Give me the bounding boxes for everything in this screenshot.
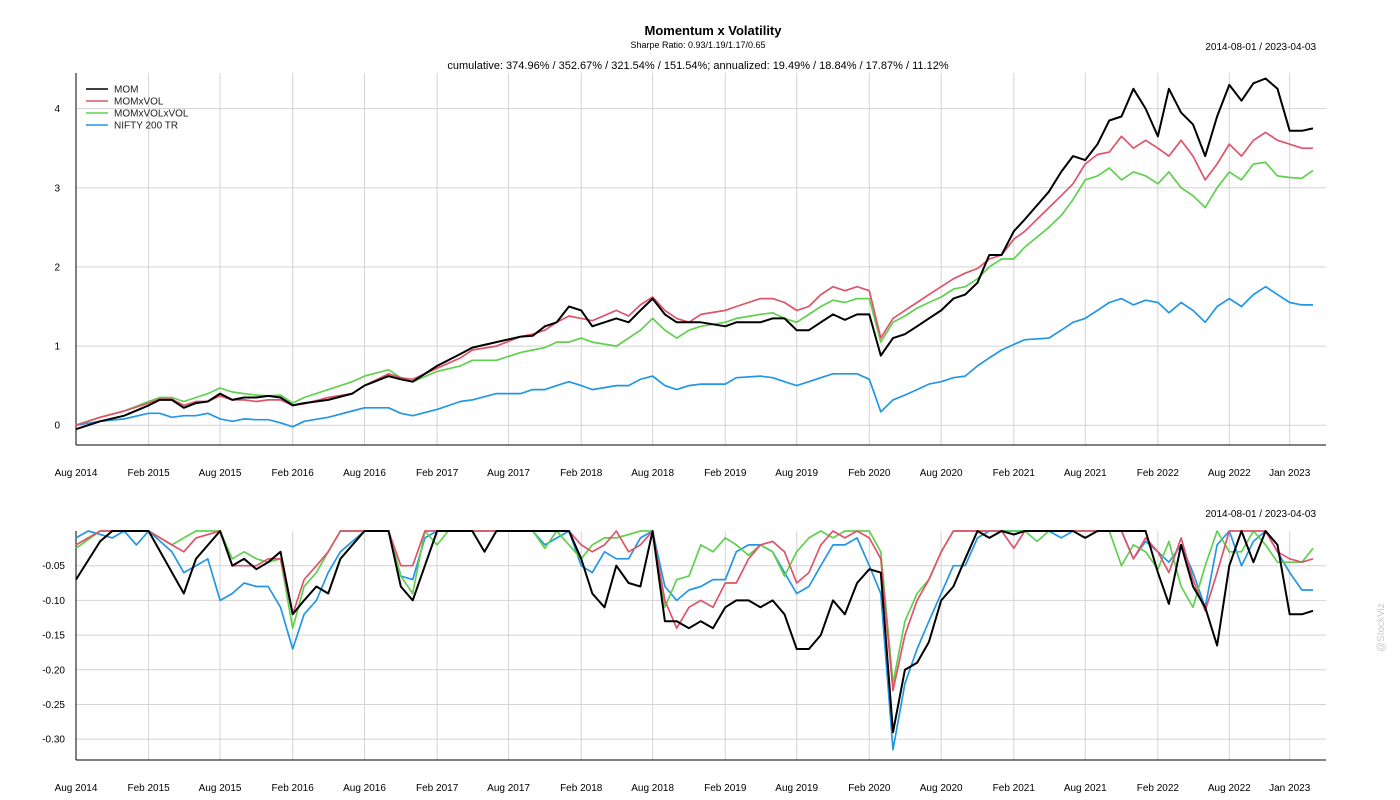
y-tick-label: -0.05 (42, 561, 65, 572)
x-tick-label: Feb 2015 (127, 468, 170, 479)
x-tick-label: Feb 2022 (1137, 468, 1180, 479)
series-line-mom (75, 530, 1314, 734)
x-tick-label: Jan 2023 (1269, 783, 1311, 794)
x-tick-label: Aug 2014 (55, 783, 98, 794)
series-line-nifty-200-tr (75, 285, 1313, 428)
x-tick-label: Aug 2018 (631, 468, 674, 479)
legend-label-momxvolxvol: MOMxVOLxVOL (114, 109, 189, 120)
y-tick-label: 4 (54, 104, 60, 115)
x-tick-label: Feb 2016 (272, 783, 315, 794)
x-tick-label: Aug 2015 (199, 468, 242, 479)
x-tick-label: Feb 2019 (704, 468, 747, 479)
x-tick-label: Feb 2020 (848, 783, 891, 794)
date-range-label-top: 2014-08-01 / 2023-04-03 (1205, 42, 1316, 53)
legend-label-mom: MOM (114, 85, 138, 96)
x-tick-label: Aug 2016 (343, 468, 386, 479)
date-range-label-bottom: 2014-08-01 / 2023-04-03 (1205, 509, 1316, 520)
y-tick-label: 1 (54, 342, 60, 353)
x-tick-label: Aug 2020 (920, 468, 963, 479)
x-tick-label: Aug 2015 (199, 783, 242, 794)
chart-title: Momentum x Volatility (645, 23, 783, 38)
x-tick-label: Feb 2015 (127, 783, 170, 794)
drawdown-panel: Aug 2014 Feb 2015 Aug 2015 Feb 2016 Aug 2016… (42, 530, 1326, 794)
stats-line: cumulative: 374.96% / 352.67% / 321.54% … (447, 60, 948, 72)
legend-label-nifty-200-tr: NIFTY 200 TR (114, 121, 178, 132)
x-tick-label: Feb 2020 (848, 468, 891, 479)
x-tick-label: Aug 2022 (1208, 783, 1251, 794)
y-tick-label: 3 (54, 183, 60, 194)
cumulative-returns-panel: Aug 2014 Feb 2015 Aug 2015 Feb 2016 Aug 2016… (54, 73, 1326, 479)
x-tick-label: Feb 2022 (1137, 783, 1180, 794)
x-tick-label: Feb 2017 (416, 783, 459, 794)
x-tick-label: Feb 2021 (993, 468, 1036, 479)
x-tick-label: Feb 2018 (560, 783, 603, 794)
y-tick-label: -0.15 (42, 631, 65, 642)
x-tick-label: Jan 2023 (1269, 468, 1311, 479)
series-line-mom (75, 77, 1314, 431)
x-tick-label: Aug 2021 (1064, 468, 1107, 479)
x-tick-label: Aug 2022 (1208, 468, 1251, 479)
x-tick-label: Aug 2020 (920, 783, 963, 794)
series-line-nifty-200-tr (75, 530, 1313, 751)
chart-subtitle: Sharpe Ratio: 0.93/1.19/1.17/0.65 (630, 40, 765, 50)
x-tick-label: Aug 2021 (1064, 783, 1107, 794)
y-tick-label: -0.25 (42, 700, 65, 711)
watermark: @StockViz (1376, 603, 1387, 652)
x-tick-label: Aug 2018 (631, 783, 674, 794)
legend-label-momxvol: MOMxVOL (114, 97, 164, 108)
y-tick-label: -0.30 (42, 735, 65, 746)
x-tick-label: Feb 2017 (416, 468, 459, 479)
x-tick-label: Feb 2019 (704, 783, 747, 794)
x-tick-label: Aug 2016 (343, 783, 386, 794)
x-tick-label: Feb 2018 (560, 468, 603, 479)
x-tick-label: Aug 2017 (487, 783, 530, 794)
x-tick-label: Aug 2019 (775, 783, 818, 794)
x-tick-label: Aug 2017 (487, 468, 530, 479)
series-line-momxvolxvol (75, 161, 1314, 427)
x-tick-label: Aug 2014 (55, 468, 98, 479)
y-tick-label: 2 (54, 262, 60, 273)
y-tick-label: -0.10 (42, 596, 65, 607)
x-tick-label: Feb 2016 (272, 468, 315, 479)
y-tick-label: 0 (54, 421, 60, 432)
x-tick-label: Feb 2021 (993, 783, 1036, 794)
x-tick-label: Aug 2019 (775, 468, 818, 479)
y-tick-label: -0.20 (42, 665, 65, 676)
series-line-momxvolxvol (75, 530, 1314, 685)
